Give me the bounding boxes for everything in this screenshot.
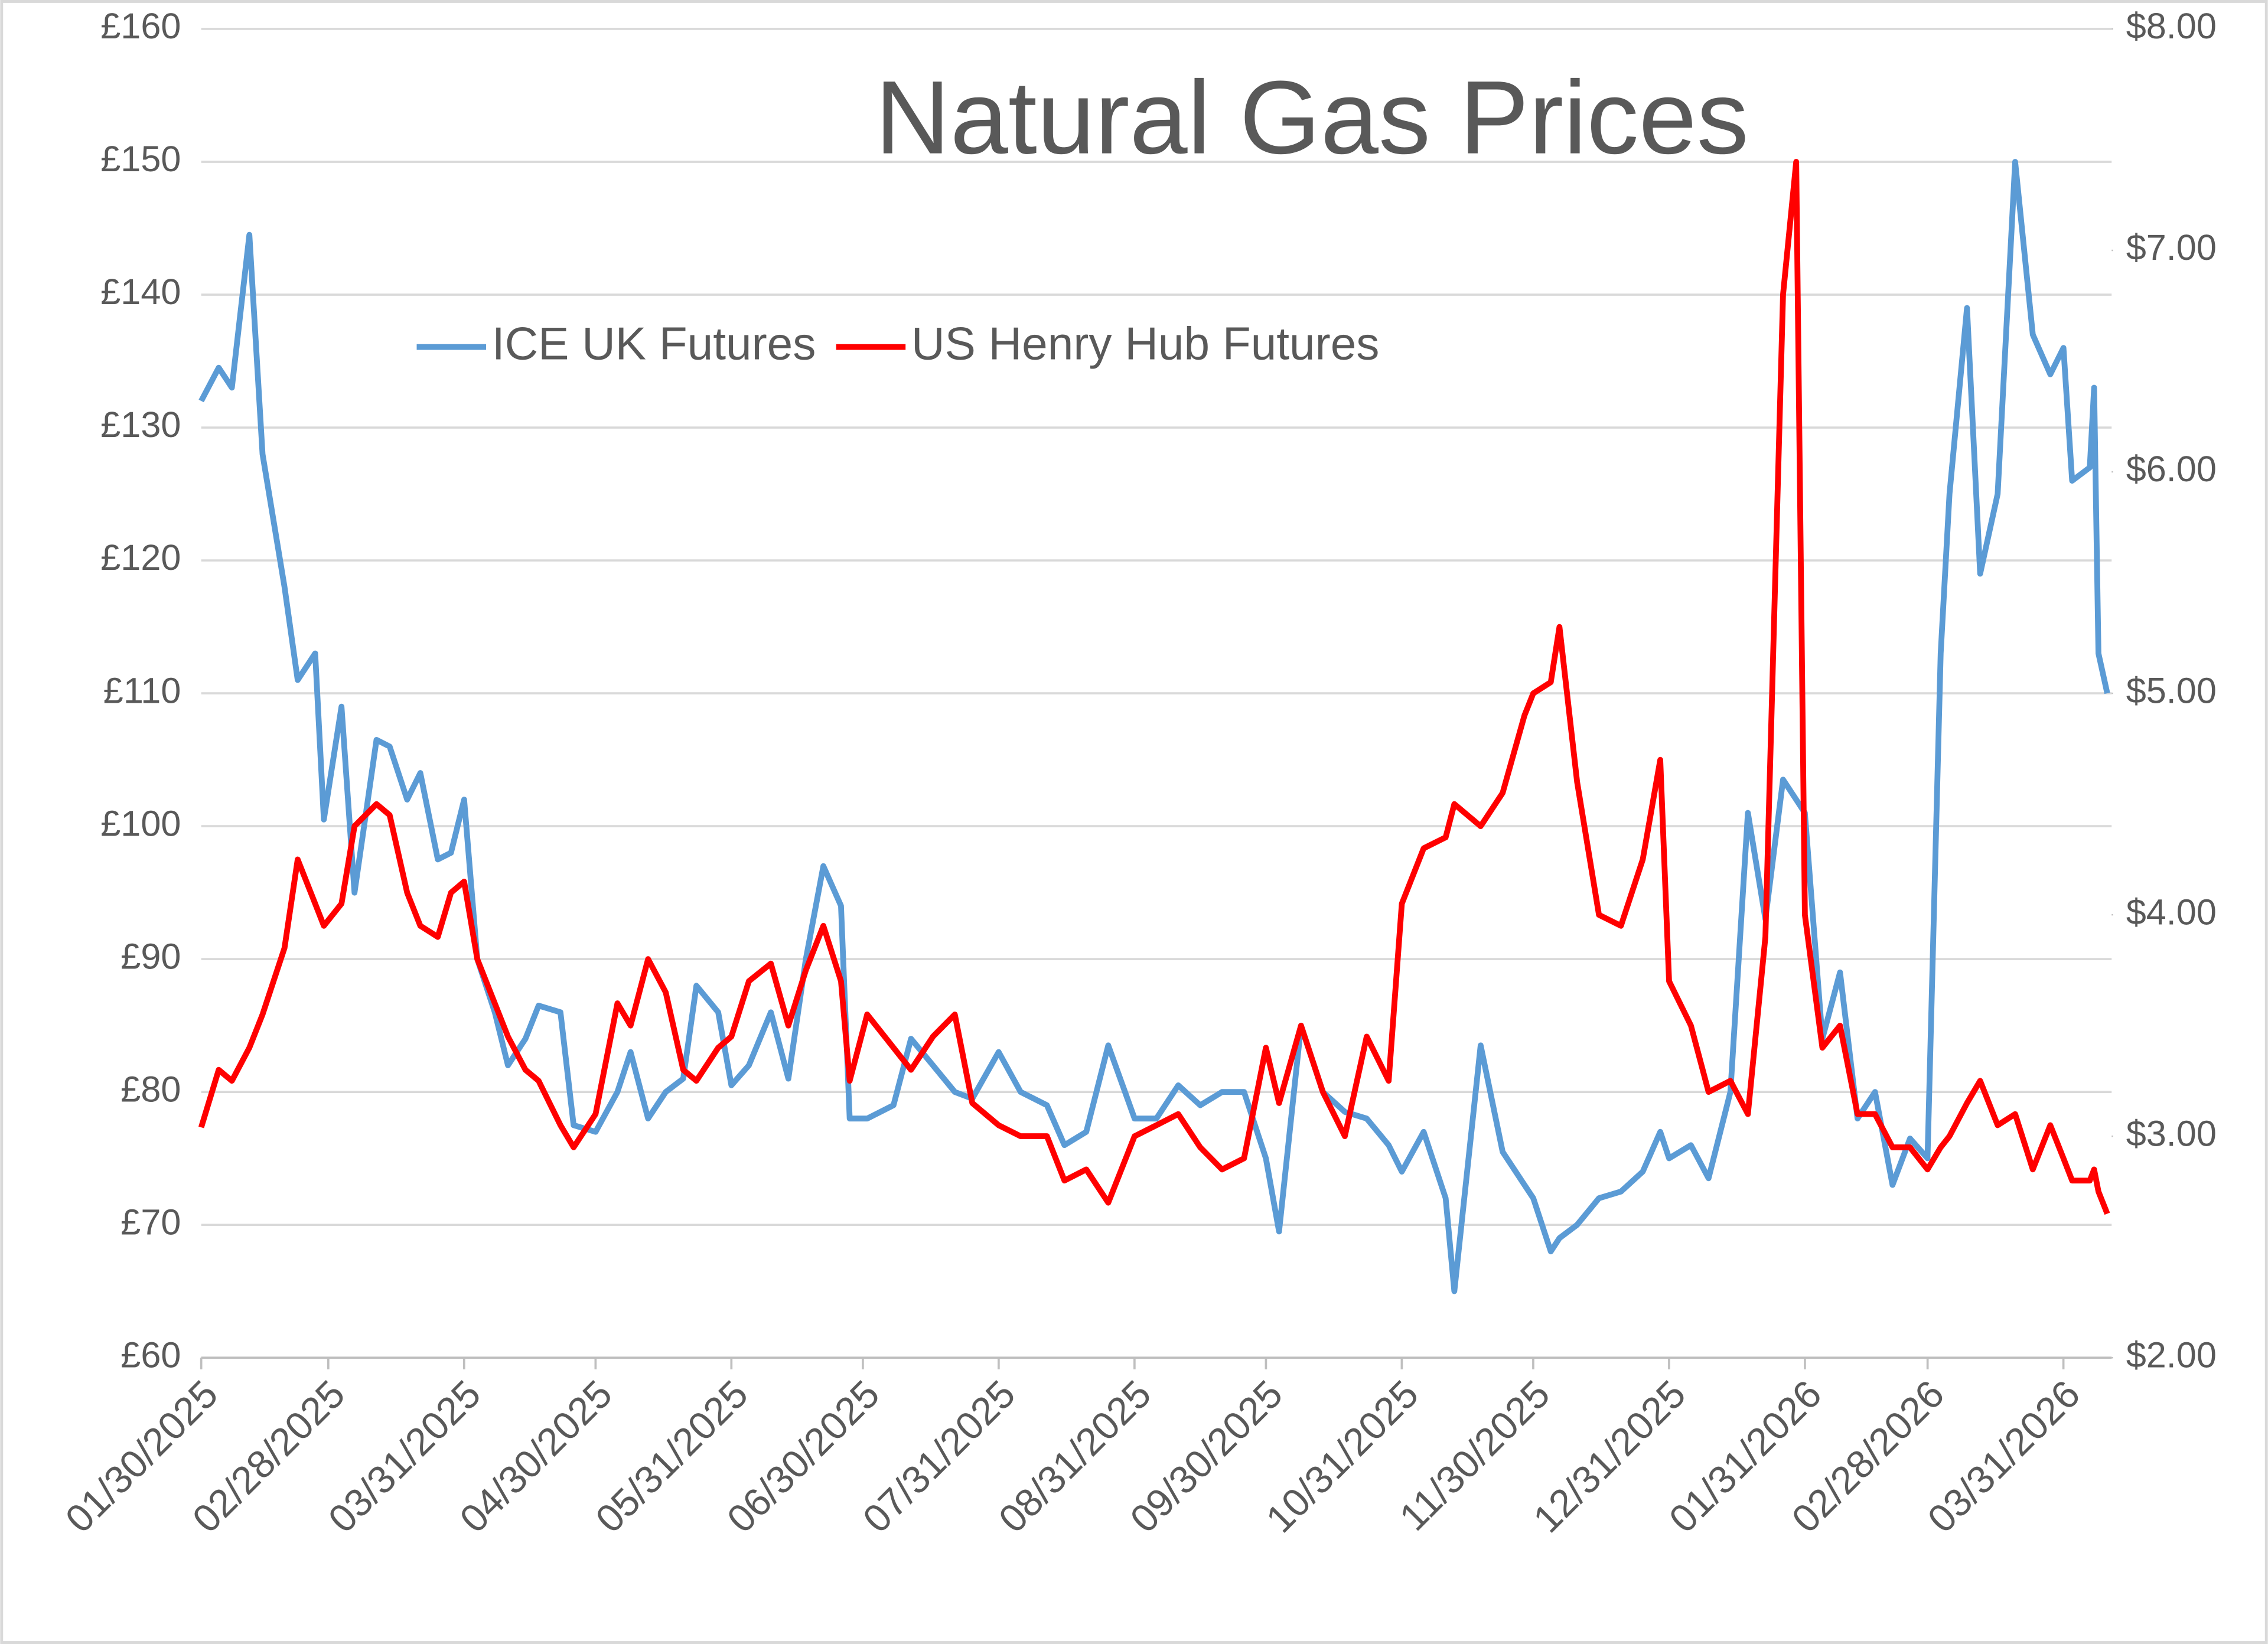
y-tick-label: £150 [100, 139, 181, 179]
y2-tick-label: $8.00 [2126, 6, 2217, 46]
y-tick-label: £160 [100, 6, 181, 46]
y-tick-label: £90 [120, 936, 181, 976]
legend-label: ICE UK Futures [492, 317, 816, 369]
y-tick-label: £130 [100, 405, 181, 445]
y2-tick-label: $3.00 [2126, 1113, 2217, 1153]
y2-tick-label: $4.00 [2126, 892, 2217, 932]
y-tick-label: £140 [100, 272, 181, 312]
y-tick-label: £60 [120, 1335, 181, 1375]
y-tick-label: £80 [120, 1069, 181, 1109]
y-tick-label: £70 [120, 1202, 181, 1242]
y2-tick-label: $5.00 [2126, 670, 2217, 710]
legend-label: US Henry Hub Futures [911, 317, 1379, 369]
y2-tick-label: $2.00 [2126, 1335, 2217, 1375]
y-tick-label: £120 [100, 537, 181, 578]
series-line [198, 159, 2110, 1215]
y2-tick-label: $7.00 [2126, 227, 2217, 268]
y2-tick-label: $6.00 [2126, 449, 2217, 489]
y-tick-label: £100 [100, 803, 181, 843]
chart-title: Natural Gas Prices [875, 60, 1749, 176]
y-tick-label: £110 [103, 670, 181, 710]
